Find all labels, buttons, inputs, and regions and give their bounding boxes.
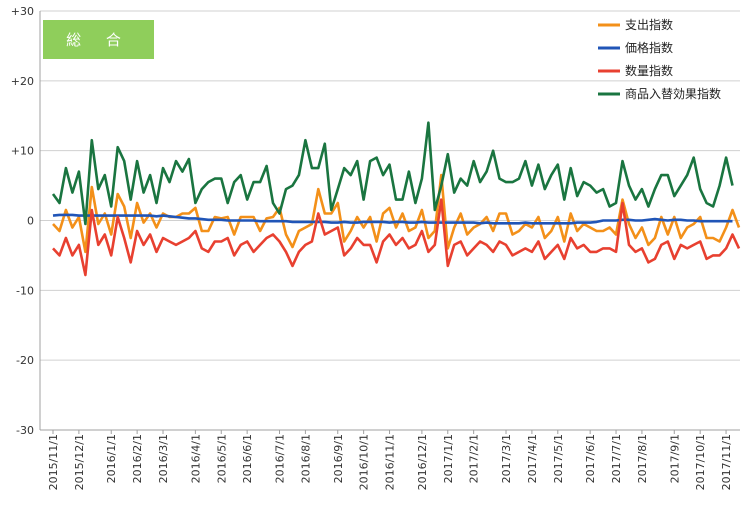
y-tick-label: +20: [11, 75, 34, 88]
x-tick-label: 2017/3/1: [500, 434, 513, 483]
x-tick-label: 2015/11/1: [47, 434, 60, 490]
x-tick-label: 2016/11/1: [384, 434, 397, 490]
x-tick-label: 2016/2/1: [131, 434, 144, 483]
x-tick-label: 2017/4/1: [526, 434, 539, 483]
y-tick-label: +30: [11, 5, 34, 18]
series-line: [52, 198, 741, 277]
series-line: [51, 121, 734, 226]
category-badge: 総 合: [43, 20, 154, 59]
x-tick-label: 2016/8/1: [299, 434, 312, 483]
x-tick-label: 2016/9/1: [332, 434, 345, 483]
legend-label: 商品入替効果指数: [625, 86, 721, 101]
x-tick-label: 2016/4/1: [189, 434, 202, 483]
legend-label: 数量指数: [625, 63, 673, 78]
y-tick-label: 0: [27, 215, 34, 228]
x-tick-label: 2016/3/1: [157, 434, 170, 483]
y-tick-label: -20: [16, 354, 34, 367]
y-tick-label: +10: [11, 145, 34, 158]
x-tick-label: 2016/7/1: [274, 434, 287, 483]
x-tick-label: 2015/12/1: [73, 434, 86, 490]
x-tick-label: 2017/10/1: [694, 434, 707, 490]
x-tick-label: 2017/11/1: [720, 434, 733, 490]
y-tick-label: -30: [16, 424, 34, 437]
x-tick-label: 2017/9/1: [668, 434, 681, 483]
y-tick-label: -10: [16, 284, 34, 297]
x-tick-label: 2016/5/1: [215, 434, 228, 483]
x-tick-label: 2016/1/1: [105, 434, 118, 483]
x-tick-label: 2016/6/1: [241, 434, 254, 483]
x-tick-label: 2017/7/1: [610, 434, 623, 483]
x-tick-label: 2016/10/1: [358, 434, 371, 490]
x-tick-label: 2017/2/1: [468, 434, 481, 483]
x-tick-label: 2017/1/1: [442, 434, 455, 483]
x-tick-label: 2017/6/1: [584, 434, 597, 483]
legend-label: 支出指数: [625, 17, 673, 32]
legend-label: 価格指数: [625, 40, 673, 55]
category-badge-label: 総 合: [66, 31, 131, 49]
series-line: [52, 173, 741, 254]
x-tick-label: 2017/5/1: [552, 434, 565, 483]
x-tick-label: 2017/8/1: [636, 434, 649, 483]
x-tick-label: 2016/12/1: [416, 434, 429, 490]
